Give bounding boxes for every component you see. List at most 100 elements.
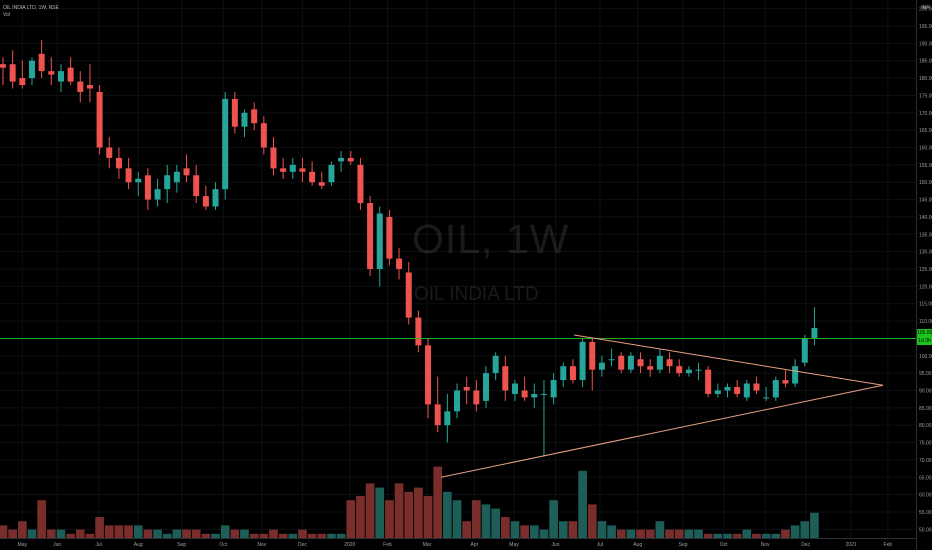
time-tick-label: Feb	[884, 542, 893, 548]
candle-body	[463, 387, 470, 391]
time-tick-label: Nov	[761, 542, 770, 548]
price-tick-label: 100.00	[919, 354, 932, 360]
candle-body	[77, 81, 84, 92]
candle-body	[705, 369, 712, 394]
candle-body	[57, 71, 64, 82]
volume-label[interactable]: Vol	[3, 12, 10, 18]
volume-bar	[46, 529, 56, 538]
candle-body	[743, 383, 750, 398]
price-tick-label: 160.00	[919, 146, 932, 152]
candle-body	[734, 387, 741, 394]
volume-bar	[684, 529, 694, 538]
candle-body	[811, 328, 818, 339]
volume-bar	[597, 521, 607, 538]
volume-bar	[732, 533, 742, 538]
price-tick-label: 55.00	[919, 510, 932, 516]
candle-body	[425, 345, 432, 405]
symbol-info[interactable]: OIL INDIA LTD, 1W, NSE	[3, 5, 59, 11]
candle-body	[367, 203, 374, 269]
time-tick-label: Jun	[552, 542, 560, 548]
volume-bar	[462, 521, 472, 538]
volume-bar	[220, 525, 230, 538]
candle-body	[444, 411, 451, 426]
time-tick-label: May	[18, 542, 28, 548]
candle-body	[666, 359, 673, 367]
time-tick-label: 2020	[344, 542, 355, 548]
volume-bar	[414, 487, 423, 538]
candle-body	[792, 366, 799, 384]
volume-bars	[0, 466, 819, 538]
grid	[0, 0, 916, 538]
volume-bar	[385, 500, 394, 538]
trend-line	[440, 384, 884, 478]
candle-body	[589, 341, 596, 370]
price-axis[interactable]: 50.00 55.00 60.00 65.00 70.00 75.00 80.00 85.00…	[919, 7, 932, 534]
volume-bar	[327, 533, 336, 538]
volume-bar	[674, 529, 684, 538]
candle-body	[801, 338, 808, 363]
volume-bar	[636, 529, 645, 538]
volume-bar	[423, 496, 433, 538]
candle-body	[67, 67, 74, 82]
price-tick-label: 120.00	[919, 284, 932, 290]
time-tick-label: Jul	[95, 542, 101, 548]
price-tick-label: 190.00	[919, 41, 932, 47]
price-tick-label: 70.00	[919, 458, 932, 464]
volume-bar	[153, 529, 162, 538]
candle-body	[415, 317, 422, 346]
candle-body	[231, 98, 238, 127]
candle-body	[202, 196, 209, 207]
candle-body	[338, 157, 345, 162]
volume-bar	[723, 533, 732, 538]
volume-bar	[761, 533, 771, 538]
candle-body	[627, 355, 634, 370]
candle-body	[376, 213, 383, 269]
candle-body	[782, 380, 789, 384]
candle-body	[164, 175, 171, 190]
candle-body	[724, 387, 731, 391]
candle-body	[473, 390, 480, 405]
candle-body	[483, 373, 489, 401]
candle-body	[396, 258, 403, 269]
volume-bar	[17, 521, 27, 538]
time-axis[interactable]: May Jun Jul Aug Sep Oct Nov Dec 2020 Feb Mar Apr May…	[18, 542, 893, 548]
volume-bar	[143, 529, 153, 538]
volume-bar	[703, 533, 713, 538]
volume-bar	[790, 525, 800, 538]
candle-body	[299, 168, 306, 172]
candle-body	[714, 390, 721, 394]
candle-body	[608, 359, 615, 361]
volume-bar	[665, 529, 674, 538]
candle-body	[540, 393, 547, 395]
volume-bar	[375, 487, 385, 538]
candle-body	[560, 366, 567, 381]
volume-bar	[539, 529, 549, 538]
currency-label: INR	[921, 5, 930, 11]
candle-body	[521, 390, 528, 398]
drawings	[0, 334, 916, 478]
candle-body	[212, 189, 219, 207]
price-tick-label: 85.00	[919, 406, 932, 412]
price-tick-label: 50.00	[919, 527, 932, 533]
volume-bar	[0, 525, 8, 538]
time-tick-label: Mar	[423, 542, 432, 548]
price-tick-label: 150.00	[919, 180, 932, 186]
volume-bar	[191, 529, 201, 538]
time-tick-label: 2021	[846, 542, 857, 548]
volume-bar	[240, 529, 249, 538]
candle-body	[154, 189, 161, 200]
candle-body	[579, 341, 586, 381]
volume-bar	[249, 533, 259, 538]
volume-bar	[317, 533, 327, 538]
time-tick-label: Sep	[177, 542, 186, 548]
time-tick-label: May	[509, 542, 519, 548]
volume-bar	[771, 533, 781, 538]
volume-bar	[800, 521, 810, 538]
price-tick-label: 80.00	[919, 423, 932, 429]
candle-body	[492, 355, 499, 374]
volume-bar	[278, 533, 288, 538]
volume-bar	[742, 529, 752, 538]
candle-body	[260, 123, 267, 148]
volume-bar	[452, 500, 462, 538]
price-tick-label: 60.00	[919, 493, 932, 499]
